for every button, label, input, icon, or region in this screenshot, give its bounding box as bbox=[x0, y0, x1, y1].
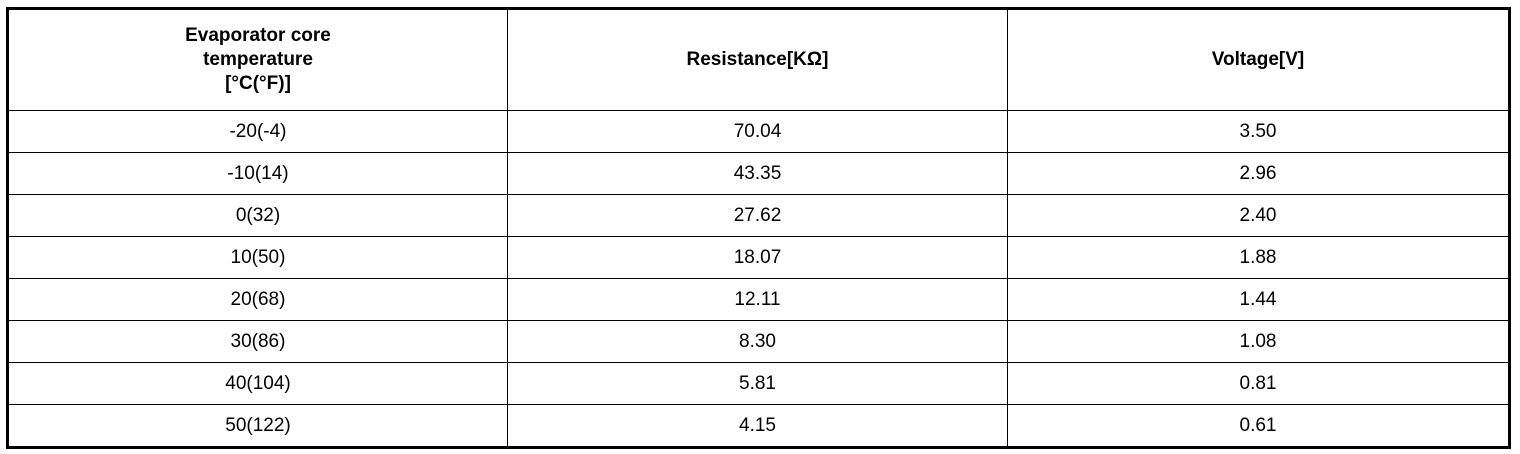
table-cell: 1.88 bbox=[1007, 236, 1510, 279]
table-cell: 30(86) bbox=[7, 320, 508, 363]
table-row: 0(32) 27.62 2.40 bbox=[7, 194, 1510, 237]
header-cell: Voltage[V] bbox=[1007, 8, 1510, 111]
table-cell: 20(68) bbox=[7, 278, 508, 321]
table-cell: 4.15 bbox=[507, 404, 1008, 448]
table-cell: 0.61 bbox=[1007, 404, 1510, 448]
table-row: 40(104) 5.81 0.81 bbox=[7, 362, 1510, 405]
table-cell: 12.11 bbox=[507, 278, 1008, 321]
table-cell: 18.07 bbox=[507, 236, 1008, 279]
table-cell: 27.62 bbox=[507, 194, 1008, 237]
table-cell: 8.30 bbox=[507, 320, 1008, 363]
table-body: -20(-4) 70.04 3.50 -10(14) 43.35 2.96 0(32) 27.… bbox=[7, 110, 1510, 448]
table-row: 30(86) 8.30 1.08 bbox=[7, 320, 1510, 363]
table-row: -10(14) 43.35 2.96 bbox=[7, 152, 1510, 195]
table-cell: 40(104) bbox=[7, 362, 508, 405]
table-cell: 70.04 bbox=[507, 110, 1008, 153]
table-cell: 1.08 bbox=[1007, 320, 1510, 363]
table-cell: 5.81 bbox=[507, 362, 1008, 405]
header-text: Evaporator core temperature [°C(°F)] bbox=[185, 25, 331, 94]
header-cell: Evaporator core temperature [°C(°F)] bbox=[7, 8, 508, 111]
table-cell: 2.40 bbox=[1007, 194, 1510, 237]
table-cell: 3.50 bbox=[1007, 110, 1510, 153]
table-cell: 2.96 bbox=[1007, 152, 1510, 195]
data-table: Evaporator core temperature [°C(°F)] Res… bbox=[6, 7, 1511, 449]
table-row: 20(68) 12.11 1.44 bbox=[7, 278, 1510, 321]
table-cell: -20(-4) bbox=[7, 110, 508, 153]
table-cell: 0.81 bbox=[1007, 362, 1510, 405]
header-cell: Resistance[KΩ] bbox=[507, 8, 1008, 111]
table-cell: -10(14) bbox=[7, 152, 508, 195]
table-row: 50(122) 4.15 0.61 bbox=[7, 404, 1510, 448]
table-row: -20(-4) 70.04 3.50 bbox=[7, 110, 1510, 153]
table-cell: 10(50) bbox=[7, 236, 508, 279]
header-row: Evaporator core temperature [°C(°F)] Res… bbox=[7, 8, 1510, 111]
table-row: 10(50) 18.07 1.88 bbox=[7, 236, 1510, 279]
table-cell: 0(32) bbox=[7, 194, 508, 237]
table-cell: 1.44 bbox=[1007, 278, 1510, 321]
table-cell: 43.35 bbox=[507, 152, 1008, 195]
table-header: Evaporator core temperature [°C(°F)] Res… bbox=[7, 8, 1510, 111]
table-cell: 50(122) bbox=[7, 404, 508, 448]
